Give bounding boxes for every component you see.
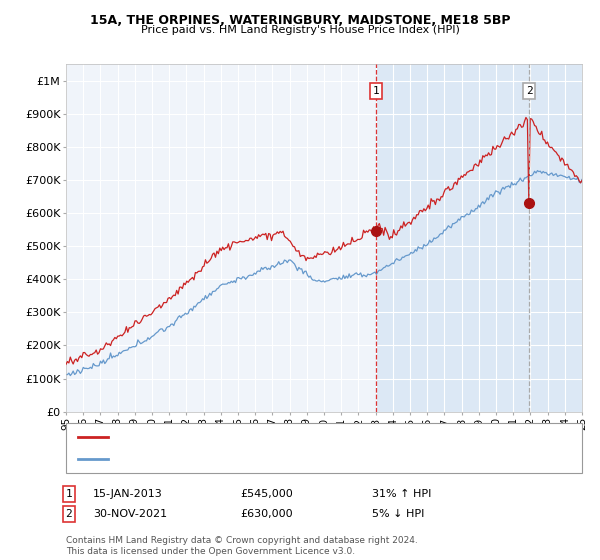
- Bar: [376, 64, 582, 412]
- Text: Contains HM Land Registry data © Crown copyright and database right 2024.
This d: Contains HM Land Registry data © Crown c…: [66, 536, 418, 556]
- Text: 5% ↓ HPI: 5% ↓ HPI: [372, 509, 424, 519]
- Text: HPI: Average price, detached house, Tonbridge and Malling: HPI: Average price, detached house, Tonb…: [114, 454, 422, 464]
- Text: Price paid vs. HM Land Registry's House Price Index (HPI): Price paid vs. HM Land Registry's House …: [140, 25, 460, 35]
- Text: 31% ↑ HPI: 31% ↑ HPI: [372, 489, 431, 499]
- Text: 1: 1: [65, 489, 73, 499]
- Text: 2: 2: [65, 509, 73, 519]
- Text: 2: 2: [526, 86, 532, 96]
- Text: £545,000: £545,000: [240, 489, 293, 499]
- Text: 15A, THE ORPINES, WATERINGBURY, MAIDSTONE, ME18 5BP: 15A, THE ORPINES, WATERINGBURY, MAIDSTON…: [90, 14, 510, 27]
- Text: 1: 1: [373, 86, 380, 96]
- Text: 15A, THE ORPINES, WATERINGBURY, MAIDSTONE, ME18 5BP (detached house): 15A, THE ORPINES, WATERINGBURY, MAIDSTON…: [114, 432, 521, 442]
- Text: 15-JAN-2013: 15-JAN-2013: [93, 489, 163, 499]
- Text: 30-NOV-2021: 30-NOV-2021: [93, 509, 167, 519]
- Text: £630,000: £630,000: [240, 509, 293, 519]
